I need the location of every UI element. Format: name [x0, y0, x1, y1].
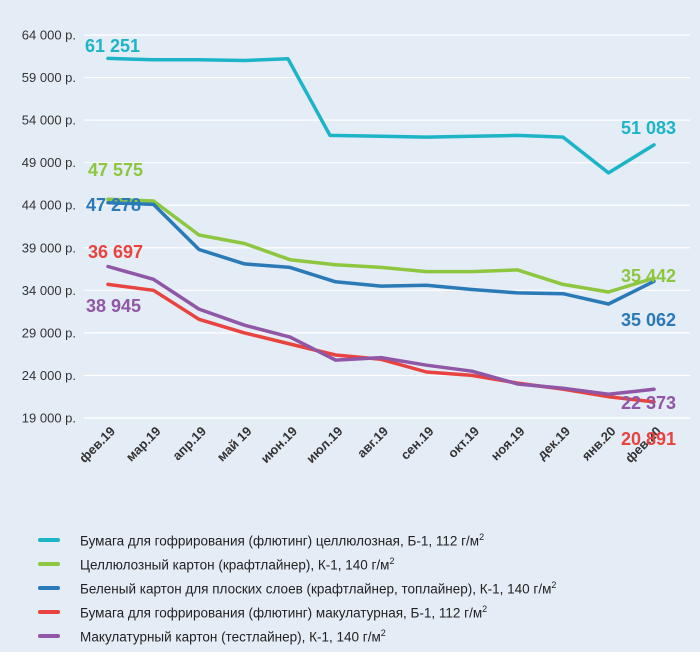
x-axis-ticks: фев.19 мар.19 апр.19 май 19 июн.19 июл.19 авг.…: [76, 424, 664, 467]
series-line: [106, 56, 656, 175]
legend-swatch: [38, 538, 60, 542]
series-line: [106, 200, 656, 306]
legend-unit-sup: 2: [389, 555, 395, 566]
data-label-last: 35 062: [621, 310, 676, 330]
legend-label: Беленый картон для плоских слоев (крафтл…: [80, 581, 552, 597]
y-tick-label: 19 000 р.: [22, 411, 76, 426]
series-lines: [106, 56, 656, 404]
legend-unit-sup: 2: [479, 531, 485, 542]
line-chart: 19 000 р. 24 000 р. 29 000 р. 34 000 р. 39 0…: [22, 28, 690, 467]
y-tick-label: 29 000 р.: [22, 325, 76, 340]
legend-item: Бумага для гофрирования (флютинг) макула…: [38, 600, 688, 624]
legend-swatch: [38, 586, 60, 590]
grid-lines: [84, 34, 690, 419]
y-tick-label: 59 000 р.: [22, 70, 76, 85]
x-tick-label: окт.19: [445, 424, 482, 461]
x-tick-label: июл.19: [303, 424, 346, 467]
x-tick-label: мар.19: [123, 424, 164, 465]
data-label-last: 35 442: [621, 266, 676, 286]
data-label-first: 36 697: [88, 242, 143, 262]
x-tick-label: авг.19: [354, 424, 391, 461]
y-tick-label: 44 000 р.: [22, 198, 76, 213]
legend-label: Бумага для гофрирования (флютинг) макула…: [80, 605, 483, 621]
data-label-last: 22 373: [621, 393, 676, 413]
x-tick-label: май 19: [214, 424, 255, 465]
legend: Бумага для гофрирования (флютинг) целлюл…: [38, 528, 688, 648]
legend-label: Целлюлозный картон (крафтлайнер), К-1, 1…: [80, 557, 390, 573]
series-line: [106, 264, 656, 396]
legend-label: Макулатурный картон (тестлайнер), К-1, 1…: [80, 629, 381, 645]
data-label-first: 47 575: [88, 160, 143, 180]
legend-item: Беленый картон для плоских слоев (крафтл…: [38, 576, 688, 600]
data-labels: 61 251 51 083 47 575 35 442 47 278 35 062 36 6…: [85, 36, 676, 449]
x-tick-label: сен.19: [397, 424, 436, 463]
y-tick-label: 49 000 р.: [22, 155, 76, 170]
data-label-first: 38 945: [86, 296, 141, 316]
x-tick-label: дек.19: [534, 424, 573, 463]
y-tick-label: 34 000 р.: [22, 283, 76, 298]
data-label-last: 51 083: [621, 118, 676, 138]
x-tick-label: июн.19: [258, 424, 300, 466]
legend-unit-sup: 2: [482, 603, 488, 614]
data-label-first: 47 278: [86, 195, 141, 215]
y-tick-label: 24 000 р.: [22, 368, 76, 383]
legend-unit-sup: 2: [551, 579, 557, 590]
x-tick-label: апр.19: [169, 424, 209, 464]
legend-label: Бумага для гофрирования (флютинг) целлюл…: [80, 533, 480, 549]
x-tick-label: янв.20: [579, 424, 619, 464]
legend-swatch: [38, 562, 60, 566]
data-label-first: 61 251: [85, 36, 140, 56]
series-line: [106, 197, 656, 294]
legend-swatch: [38, 634, 60, 638]
legend-item: Целлюлозный картон (крафтлайнер), К-1, 1…: [38, 552, 688, 576]
legend-item: Бумага для гофрирования (флютинг) целлюл…: [38, 528, 688, 552]
y-tick-label: 54 000 р.: [22, 113, 76, 128]
legend-item: Макулатурный картон (тестлайнер), К-1, 1…: [38, 624, 688, 648]
x-tick-label: ноя.19: [488, 424, 528, 464]
x-tick-label: фев.19: [76, 424, 118, 466]
y-tick-label: 39 000 р.: [22, 240, 76, 255]
data-label-last: 20 891: [621, 429, 676, 449]
y-axis-ticks: 19 000 р. 24 000 р. 29 000 р. 34 000 р. 39 0…: [22, 28, 76, 426]
y-tick-label: 64 000 р.: [22, 28, 76, 43]
legend-swatch: [38, 610, 60, 614]
legend-unit-sup: 2: [380, 627, 386, 638]
